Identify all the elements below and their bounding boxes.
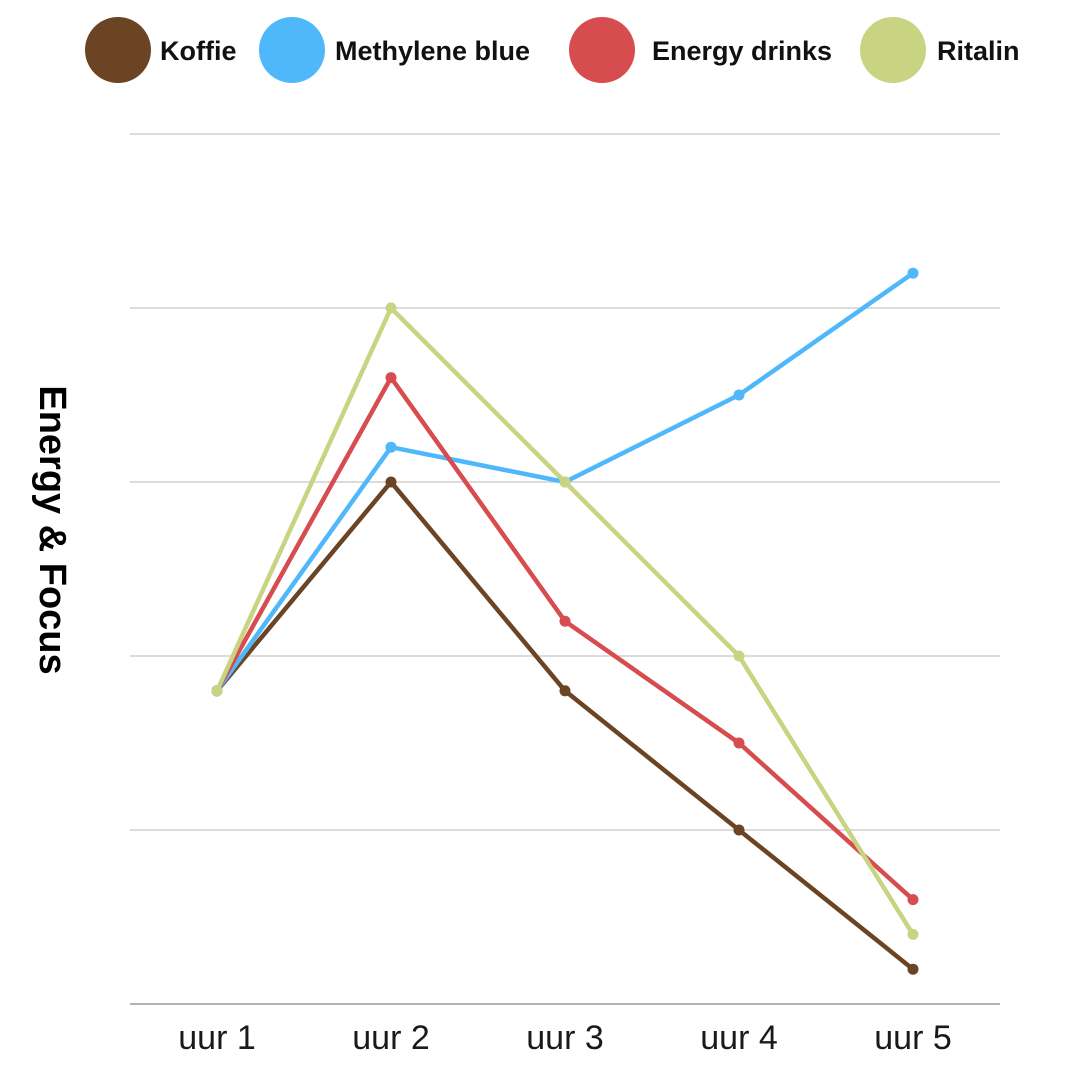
data-point [559, 685, 571, 697]
data-point [385, 372, 397, 384]
legend-item: Koffie [85, 17, 237, 83]
data-point [907, 928, 919, 940]
data-point [907, 267, 919, 279]
legend-item: Energy drinks [569, 17, 832, 83]
data-point [385, 441, 397, 453]
data-point [907, 894, 919, 906]
x-tick-label: uur 2 [352, 1019, 430, 1057]
data-point [733, 737, 745, 749]
x-tick-label: uur 5 [874, 1019, 952, 1057]
legend-item: Ritalin [860, 17, 1020, 83]
legend-swatch [860, 17, 926, 83]
legend-label: Koffie [160, 36, 237, 66]
series-ritalin [211, 302, 919, 940]
legend-swatch [569, 17, 635, 83]
series-line [214, 479, 916, 972]
data-point [733, 650, 745, 662]
legend-label: Methylene blue [335, 36, 530, 66]
legend-swatch [85, 17, 151, 83]
legend-label: Energy drinks [652, 36, 832, 66]
data-point [733, 824, 745, 836]
legend-swatch [259, 17, 325, 83]
series-layer [211, 267, 919, 975]
series-koffie [211, 476, 919, 975]
data-point [907, 963, 919, 975]
data-point [385, 476, 397, 488]
x-axis-ticks: uur 1 uur 2 uur 3 uur 4 uur 5 [178, 1019, 952, 1057]
grid [130, 133, 1000, 1005]
data-point [559, 615, 571, 627]
y-axis-title: Energy & Focus [31, 385, 73, 674]
data-point [211, 685, 223, 697]
x-tick-label: uur 1 [178, 1019, 256, 1057]
legend-label: Ritalin [937, 36, 1020, 66]
legend: Koffie Methylene blue Energy drinks Ritalin [85, 17, 1020, 83]
legend-item: Methylene blue [259, 17, 530, 83]
series-energy-drinks [211, 372, 919, 906]
data-point [733, 389, 745, 401]
data-point [559, 476, 571, 488]
data-point [385, 302, 397, 314]
x-tick-label: uur 3 [526, 1019, 604, 1057]
x-tick-label: uur 4 [700, 1019, 778, 1057]
